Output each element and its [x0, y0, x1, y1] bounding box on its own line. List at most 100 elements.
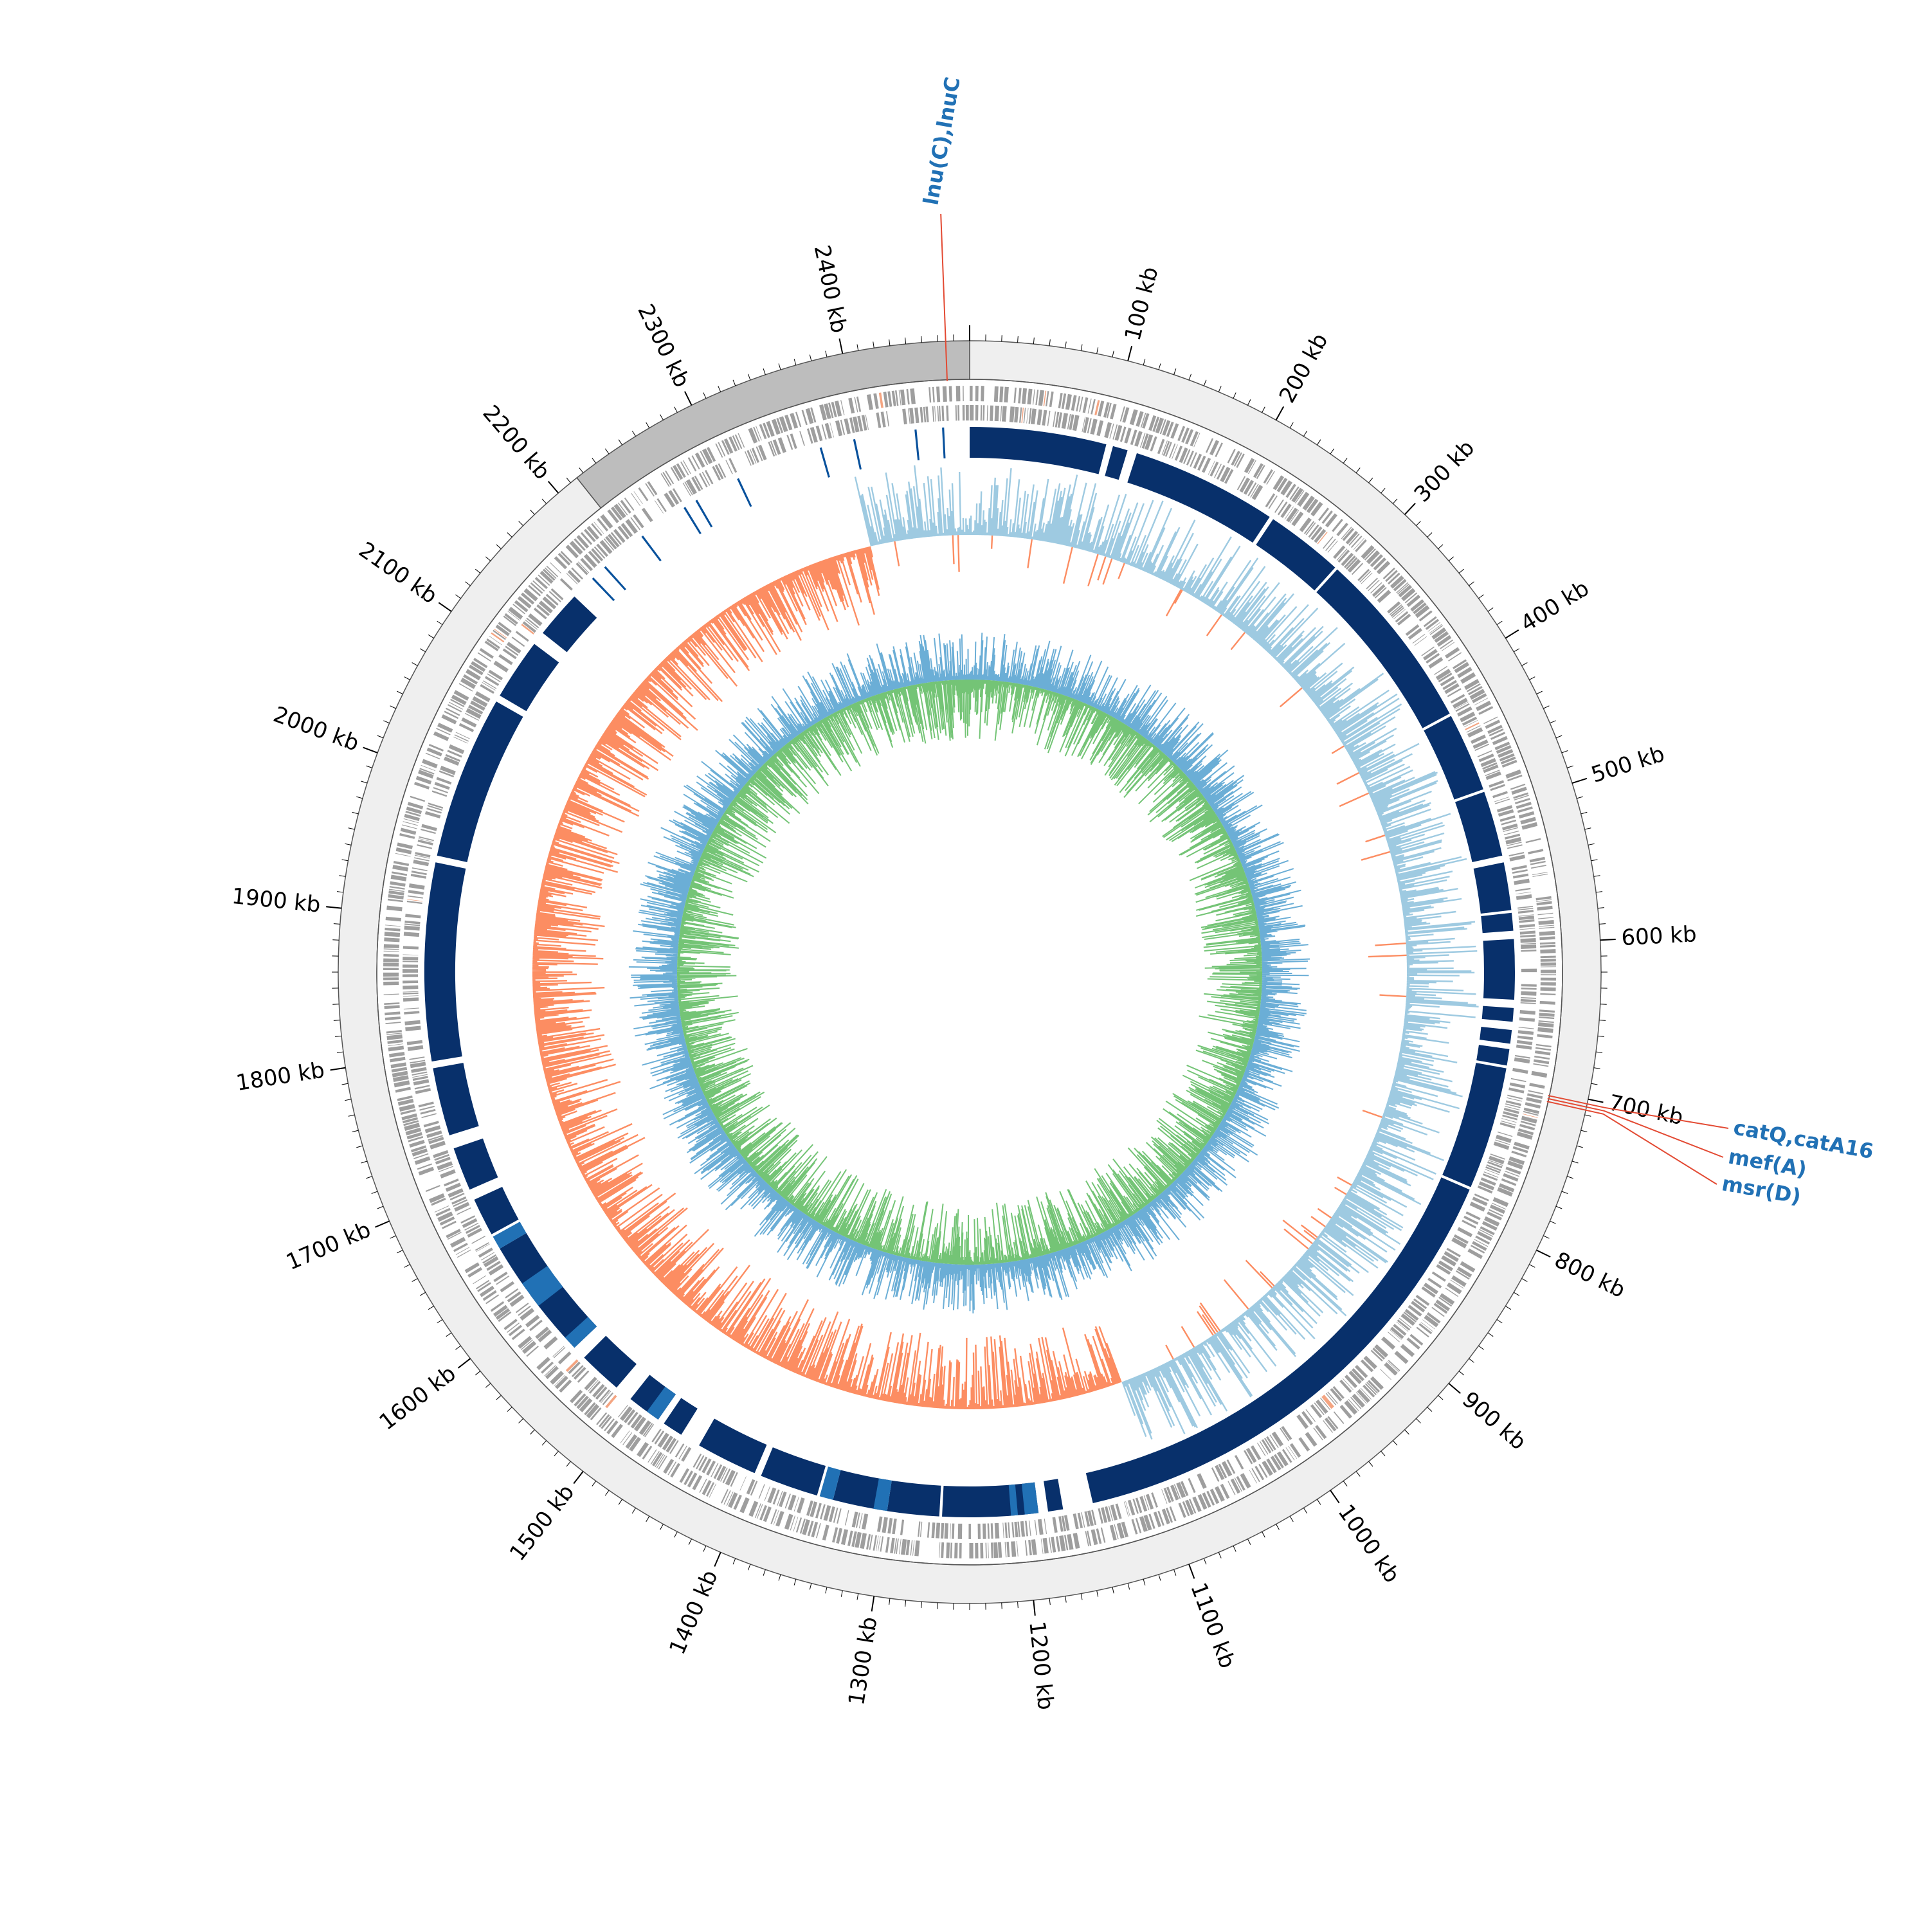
- minor-tick: [632, 1508, 635, 1513]
- cds-forward: [600, 514, 613, 529]
- cds-reverse: [1323, 536, 1334, 548]
- cds-forward: [1027, 389, 1032, 404]
- cds-forward: [986, 1543, 987, 1558]
- cds-reverse: [558, 1351, 572, 1364]
- cds-forward: [385, 1022, 401, 1024]
- cds-reverse: [1521, 943, 1536, 944]
- minor-tick: [1562, 750, 1568, 752]
- cds-reverse: [412, 867, 428, 871]
- minor-tick: [733, 380, 736, 386]
- cds-forward: [383, 959, 399, 962]
- cds-reverse: [510, 1295, 525, 1307]
- major-tick: [548, 482, 559, 493]
- minor-tick: [1537, 691, 1543, 694]
- minor-tick: [1572, 1161, 1579, 1163]
- cds-forward: [954, 1543, 957, 1558]
- major-tick: [1537, 1250, 1551, 1257]
- minor-tick: [345, 1099, 351, 1101]
- cds-forward: [1536, 901, 1552, 905]
- cds-reverse: [1500, 1123, 1516, 1129]
- cds-reverse: [1521, 988, 1537, 989]
- cds-forward: [624, 498, 635, 511]
- major-tick: [1588, 1099, 1604, 1103]
- cds-reverse: [934, 406, 936, 422]
- cds-forward: [959, 1543, 962, 1558]
- minor-tick: [1112, 351, 1114, 357]
- cds-forward: [1031, 1539, 1037, 1555]
- cds-reverse: [945, 1523, 948, 1539]
- minor-tick: [1514, 649, 1519, 652]
- cds-reverse: [454, 1202, 469, 1211]
- cds-forward: [1519, 811, 1534, 818]
- minor-tick: [1330, 449, 1334, 454]
- tick-label: 300 kb: [1409, 435, 1480, 507]
- minor-tick: [1143, 1579, 1145, 1585]
- cds-reverse: [900, 1520, 904, 1535]
- cds-reverse: [892, 1519, 897, 1534]
- cds-reverse: [1513, 874, 1528, 879]
- cds-forward: [631, 493, 640, 506]
- cds-forward: [1298, 1437, 1310, 1451]
- minor-tick: [496, 545, 501, 549]
- cds-reverse: [417, 844, 432, 849]
- minor-tick: [437, 1319, 442, 1323]
- minor-tick: [703, 393, 706, 399]
- minor-tick: [1529, 1265, 1535, 1268]
- cds-reverse: [1508, 1087, 1524, 1093]
- cds-forward: [943, 386, 947, 402]
- minor-tick: [1505, 1306, 1510, 1309]
- minor-tick: [1469, 582, 1474, 586]
- cds-reverse: [729, 458, 737, 473]
- cds-reverse: [1516, 1045, 1532, 1050]
- minor-tick: [857, 1594, 858, 1600]
- cds-forward: [388, 1043, 403, 1046]
- cds-forward: [928, 387, 931, 402]
- cds-reverse: [404, 932, 419, 937]
- minor-tick: [1567, 766, 1573, 768]
- cds-reverse: [1274, 500, 1284, 513]
- minor-tick: [554, 1451, 559, 1456]
- cds-forward: [383, 977, 399, 980]
- cds-forward: [998, 1542, 1002, 1558]
- minor-tick: [921, 1602, 922, 1608]
- cds-forward: [638, 487, 648, 501]
- minor-tick: [404, 1265, 410, 1268]
- cds-forward: [670, 1463, 680, 1477]
- cds-reverse: [525, 1315, 539, 1328]
- cds-reverse: [1521, 984, 1537, 987]
- minor-tick: [905, 1600, 906, 1607]
- cds-reverse: [923, 407, 926, 422]
- cds-reverse: [407, 1040, 422, 1045]
- cds-reverse: [1011, 1522, 1014, 1537]
- cds-forward: [1540, 1001, 1555, 1005]
- cds-reverse: [403, 969, 418, 973]
- cds-reverse: [403, 961, 418, 962]
- cds-forward: [873, 393, 879, 409]
- cds-forward: [1540, 945, 1555, 948]
- tick-label: 400 kb: [1516, 575, 1593, 637]
- cds-forward: [385, 932, 400, 937]
- cds-forward: [1535, 1051, 1550, 1056]
- minor-tick: [826, 351, 827, 357]
- cds-forward: [910, 388, 916, 404]
- cds-forward: [970, 386, 973, 401]
- cds-reverse: [932, 406, 934, 422]
- minor-tick: [1143, 359, 1145, 365]
- tick-label: 1400 kb: [664, 1566, 723, 1658]
- minor-tick: [349, 1115, 355, 1116]
- major-tick: [439, 602, 451, 611]
- minor-tick: [1369, 478, 1373, 483]
- cds-forward: [385, 928, 400, 932]
- cds-forward: [999, 386, 1003, 402]
- minor-tick: [1262, 1531, 1265, 1537]
- cds-forward: [1531, 865, 1546, 869]
- cds-forward: [941, 1542, 944, 1558]
- cds-reverse: [920, 407, 924, 422]
- cds-reverse: [1272, 1432, 1283, 1447]
- tick-label: 2200 kb: [478, 401, 556, 485]
- minor-tick: [1550, 721, 1555, 723]
- minor-tick: [1599, 924, 1606, 925]
- minor-tick: [1393, 1441, 1397, 1445]
- cds-forward: [1541, 962, 1556, 966]
